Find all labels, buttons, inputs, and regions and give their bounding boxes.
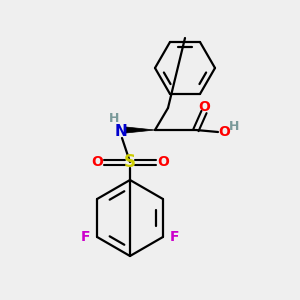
Text: F: F bbox=[170, 230, 180, 244]
Text: N: N bbox=[115, 124, 128, 140]
Text: F: F bbox=[80, 230, 90, 244]
Text: O: O bbox=[157, 155, 169, 169]
Text: H: H bbox=[229, 119, 239, 133]
Text: H: H bbox=[109, 112, 119, 124]
Text: O: O bbox=[198, 100, 210, 114]
Text: O: O bbox=[91, 155, 103, 169]
Text: O: O bbox=[218, 125, 230, 139]
Polygon shape bbox=[126, 127, 155, 133]
Text: S: S bbox=[124, 153, 136, 171]
